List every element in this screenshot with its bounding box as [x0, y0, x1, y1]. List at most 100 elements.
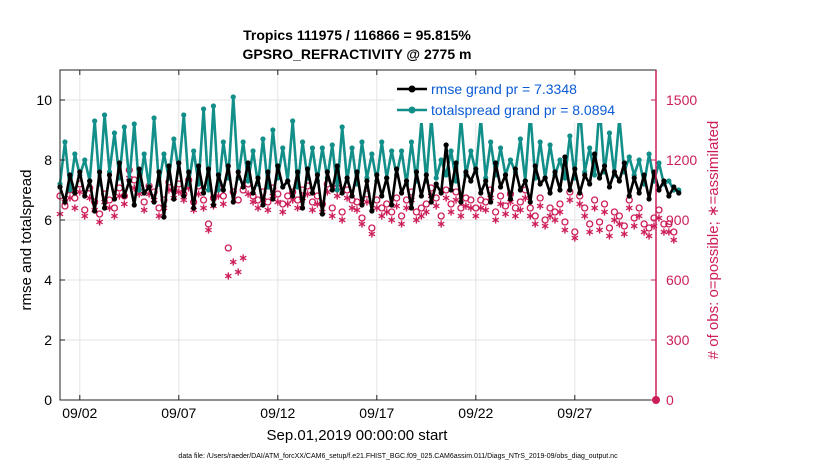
rmse-point — [349, 193, 355, 199]
rmse-point — [156, 169, 162, 175]
totalspread-point — [319, 145, 325, 151]
rmse-point — [121, 193, 127, 199]
y-tick-label: 10 — [36, 92, 52, 108]
rmse-point — [433, 181, 439, 187]
obs-possible-point — [81, 206, 89, 214]
obs-possible-point — [467, 196, 475, 204]
rmse-point — [532, 163, 538, 169]
obs-possible-point — [605, 224, 614, 232]
totalspread-point — [121, 124, 127, 130]
rmse-point — [240, 184, 246, 190]
obs-assimilated-point — [472, 212, 480, 220]
x-tick-label: 09/12 — [260, 405, 295, 421]
rmse-point — [250, 190, 256, 196]
obs-possible-point — [442, 186, 450, 194]
rmse-point — [200, 190, 207, 196]
y-tick-label: 2 — [44, 332, 52, 348]
obs-assimilated-point — [576, 200, 584, 208]
obs-assimilated-point — [205, 226, 212, 234]
obs-assimilated-point — [645, 232, 653, 240]
rmse-point — [483, 178, 489, 184]
obs-assimilated-point — [551, 216, 559, 224]
rmse-point — [626, 193, 632, 199]
rmse-point — [517, 187, 523, 193]
obs-assimilated-point — [313, 200, 321, 208]
obs-possible-point — [378, 204, 386, 212]
obs-assimilated-point — [497, 200, 505, 208]
rmse-point — [621, 160, 627, 166]
x-tick-label: 09/22 — [458, 405, 493, 421]
totalspread-point — [468, 148, 474, 154]
obs-assimilated-point — [373, 204, 381, 212]
chart-subtitle: GPSRO_REFRACTIVITY @ 2775 m — [243, 46, 472, 62]
rmse-point — [463, 169, 469, 175]
rmse-point — [354, 169, 360, 175]
rmse-point — [458, 199, 464, 205]
totalspread-point — [141, 151, 147, 157]
obs-assimilated-point — [229, 258, 237, 266]
data-file-footnote: data file: /Users/raeder/DAI/ATM_forcXX/… — [178, 453, 618, 460]
rmse-point — [527, 199, 533, 205]
obs-assimilated-point — [601, 208, 608, 216]
legend-rmse-marker — [408, 85, 416, 93]
obs-assimilated-point — [630, 222, 638, 230]
rmse-point — [245, 160, 251, 166]
rmse-point — [72, 190, 78, 196]
rmse-point — [468, 178, 474, 184]
obs-possible-point — [496, 192, 505, 200]
obs-assimilated-point — [437, 220, 445, 228]
obs-assimilated-point — [393, 202, 401, 210]
legend: rmse grand pr = 7.3348 totalspread grand… — [395, 79, 651, 123]
obs-assimilated-point — [452, 196, 460, 204]
totalspread-point — [92, 118, 98, 124]
obs-assimilated-point — [403, 204, 410, 212]
y2-tick-label: 1200 — [666, 152, 697, 168]
rmse-point — [403, 178, 410, 184]
obs-possible-point — [640, 220, 648, 228]
totalspread-point — [567, 133, 573, 139]
obs-assimilated-point — [457, 212, 465, 220]
obs-assimilated-point — [264, 206, 272, 214]
rmse-point — [423, 172, 429, 178]
obs-assimilated-point — [447, 208, 455, 216]
obs-assimilated-point — [596, 226, 604, 234]
rmse-point — [146, 184, 152, 190]
obs-possible-point — [620, 222, 628, 230]
obs-assimilated-point — [333, 192, 341, 200]
rmse-point — [220, 187, 226, 193]
legend-totalspread-marker — [408, 106, 416, 114]
rmse-point — [314, 172, 321, 178]
obs-assimilated-point — [106, 204, 113, 212]
y2-tick-label: 300 — [666, 332, 690, 348]
obs-possible-point — [635, 204, 643, 212]
rmse-point — [344, 175, 350, 181]
obs-possible-point — [551, 208, 559, 216]
y2-tick-label: 1500 — [666, 92, 697, 108]
totalspread-point — [606, 130, 613, 136]
rmse-point — [176, 160, 182, 166]
totalspread-point — [220, 139, 226, 145]
totalspread-point — [299, 139, 306, 145]
rmse-point — [230, 199, 236, 205]
obs-possible-point — [581, 204, 589, 212]
totalspread-point — [260, 136, 266, 142]
obs-assimilated-point — [591, 204, 599, 212]
obs-possible-point — [412, 208, 421, 216]
obs-possible-point — [610, 208, 619, 216]
obs-assimilated-point — [81, 212, 89, 220]
obs-possible-point — [472, 204, 480, 212]
rmse-point — [389, 202, 395, 208]
obs-assimilated-point — [239, 254, 247, 262]
totalspread-point — [398, 148, 405, 154]
totalspread-point — [537, 139, 543, 145]
obs-assimilated-point — [115, 192, 123, 200]
rmse-point — [448, 187, 454, 193]
rmse-point — [606, 184, 613, 190]
obs-assimilated-point — [76, 188, 84, 196]
obs-possible-point — [501, 202, 510, 210]
totalspread-point — [210, 103, 217, 109]
totalspread-point — [587, 145, 593, 151]
obs-assimilated-point — [620, 230, 628, 238]
totalspread-point — [205, 187, 212, 193]
obs-assimilated-point — [516, 206, 524, 214]
